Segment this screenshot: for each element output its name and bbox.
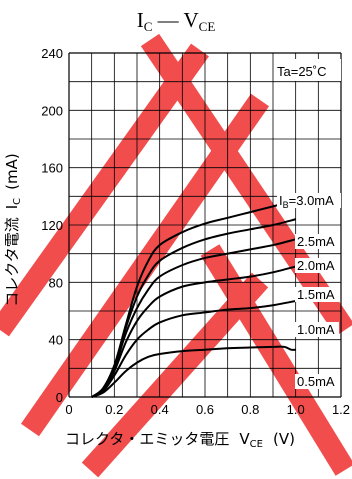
series-label: 1.5mA [297, 287, 335, 302]
series-label-bg [295, 258, 339, 273]
series-label: 2.5mA [297, 234, 335, 249]
x-tick-label: 0.2 [105, 402, 123, 417]
series-label-bg [277, 193, 341, 208]
series-label-bg [295, 287, 339, 302]
y-tick-label: 200 [41, 103, 63, 118]
watermark-stroke [81, 272, 269, 478]
y-tick-label: 0 [56, 390, 63, 405]
condition-label-box: Ta=25˚C [274, 59, 341, 81]
series-label-bg [295, 234, 339, 249]
series-label: IB=3.0mA [279, 193, 334, 210]
series-label: 0.5mA [297, 374, 335, 389]
series-line-2.0mA [91, 238, 296, 398]
series-label: 1.0mA [297, 322, 335, 337]
series-label: 2.0mA [297, 258, 335, 273]
tick-labels: 0 0.2 0.4 0.6 0.8 1.0 1.2 0 40 80 120 160 200 240 [41, 46, 350, 417]
series-line-2.5mA [91, 218, 296, 398]
x-tick-label: 0 [65, 402, 72, 417]
y-tick-label: 40 [49, 333, 63, 348]
y-tick-label: 240 [41, 46, 63, 61]
x-tick-label: 1.0 [287, 402, 305, 417]
series-labels: IB=3.0mA 2.5mA 2.0mA 1.5mA 1.0mA 0.5mA [277, 193, 341, 389]
y-tick-label: 80 [49, 275, 63, 290]
series-label-bg [295, 374, 339, 389]
series-label-bg [295, 322, 339, 337]
x-tick-label: 1.2 [332, 402, 350, 417]
x-tick-label: 0.8 [241, 402, 259, 417]
watermark-stroke [0, 43, 209, 337]
series-line-1.0mA [91, 299, 296, 398]
watermark-stroke [200, 244, 352, 476]
grid [68, 52, 342, 398]
y-axis-label: コレクタ電流IC(mA) [3, 153, 23, 306]
y-tick-label: 120 [41, 218, 63, 233]
chart-title: IC — VCE [137, 8, 216, 34]
series-line-1.5mA [91, 265, 296, 398]
x-tick-label: 0.4 [151, 402, 169, 417]
condition-label: Ta=25˚C [277, 64, 327, 79]
series-curves [91, 199, 296, 398]
y-tick-label: 160 [41, 161, 63, 176]
x-tick-label: 0.6 [196, 402, 214, 417]
x-axis-label: コレクタ・エミッタ電圧 VCE (V) [65, 430, 295, 450]
series-line-0.5mA [91, 345, 296, 398]
